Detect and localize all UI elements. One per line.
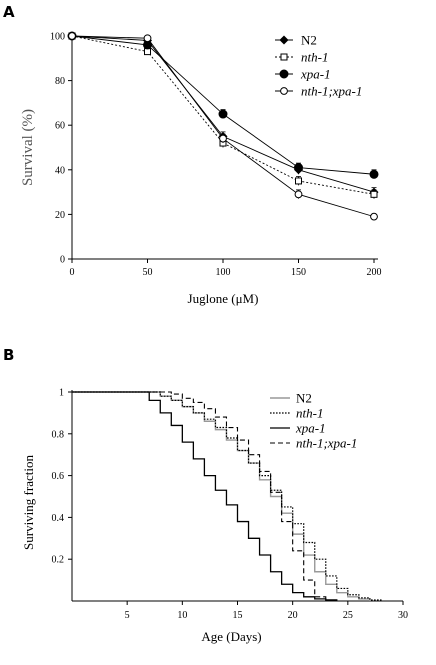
legend-marker [280, 53, 288, 61]
series-nth-1-xpa-1 [68, 32, 378, 221]
legend-item-nth-1: nth-1 [275, 50, 328, 65]
juglone-survival-chart: 0 20 40 60 80 100 0 50 100 150 200 Juglone (μM) Surv… [20, 31, 382, 306]
series-line-nth-1-xpa-1 [71, 35, 375, 218]
data-point-nth-1-xpa-1 [219, 134, 227, 143]
legend-label: nth-1 [296, 406, 323, 421]
x-tick-label: 25 [343, 610, 353, 621]
x-tick-label: 30 [398, 610, 408, 621]
panel-b-label: B [3, 346, 14, 364]
survival-curve-nth-1-xpa-1 [72, 391, 327, 601]
y-tick-label: 0 [60, 255, 65, 266]
x-tick-label: 20 [288, 610, 298, 621]
x-tick-label: 10 [177, 610, 187, 621]
legend-item-nth-1-xpa-1: nth-1;xpa-1 [275, 84, 362, 99]
legend-label: nth-1;xpa-1 [301, 84, 362, 99]
y-tick-label: 100 [50, 32, 65, 43]
legend-label: N2 [296, 391, 312, 406]
legend-marker [279, 69, 289, 79]
x-tick-label: 200 [367, 267, 382, 278]
x-tick-label: 5 [125, 610, 130, 621]
data-point-xpa-1 [369, 169, 379, 179]
data-point-xpa-1 [294, 163, 303, 173]
y-tick-label: 20 [55, 210, 65, 221]
series-xpa-1 [67, 31, 379, 179]
legend-label: N2 [301, 33, 317, 48]
y-tick-label: 0.2 [52, 555, 65, 566]
x-tick-label: 150 [291, 267, 306, 278]
y-tick-label: 80 [55, 76, 65, 87]
legend-marker [280, 87, 288, 95]
series-line-nth-1 [71, 35, 375, 195]
y-tick-label: 60 [55, 121, 65, 132]
panel-a-label: A [3, 3, 15, 21]
survival-curve-xpa-1 [72, 391, 338, 601]
legend-label: nth-1;xpa-1 [296, 436, 357, 451]
data-point-nth-1-xpa-1 [294, 190, 303, 199]
legend-item-nth-1-xpa-1: nth-1;xpa-1 [270, 436, 357, 451]
x-tick-label: 50 [143, 267, 153, 278]
data-point-nth-1-xpa-1 [370, 212, 378, 221]
x-tick-label: 100 [216, 267, 231, 278]
legend-item-xpa-1: xpa-1 [275, 67, 331, 82]
legend-item-xpa-1: xpa-1 [270, 421, 326, 436]
y-tick-label: 0.4 [52, 513, 65, 524]
legend-item-n2: N2 [275, 33, 317, 48]
data-point-nth-1-xpa-1 [143, 34, 152, 43]
y-tick-label: 0.6 [52, 471, 65, 482]
x-axis-title: Juglone (μM) [188, 291, 259, 306]
data-point-nth-1-xpa-1 [68, 32, 76, 40]
y-axis-title: Surviving fraction [21, 455, 36, 550]
legend-item-n2: N2 [270, 391, 312, 406]
x-axis-title: Age (Days) [201, 629, 261, 644]
y-tick-label: 1 [59, 388, 64, 399]
x-tick-label: 15 [233, 610, 243, 621]
data-point-xpa-1 [218, 109, 228, 119]
legend-marker [279, 35, 289, 45]
data-point-nth-1 [295, 177, 302, 185]
y-tick-label: 40 [55, 165, 65, 176]
data-point-nth-1 [144, 48, 151, 56]
legend-label: xpa-1 [295, 421, 326, 436]
legend-label: nth-1 [301, 50, 328, 65]
y-tick-label: 0.8 [52, 429, 65, 440]
legend-item-nth-1: nth-1 [270, 406, 323, 421]
data-point-nth-1 [370, 190, 378, 198]
x-tick-label: 0 [70, 267, 75, 278]
y-axis-title: Survival (%) [20, 109, 36, 186]
series-line-xpa-1 [71, 35, 375, 175]
legend-label: xpa-1 [300, 67, 331, 82]
